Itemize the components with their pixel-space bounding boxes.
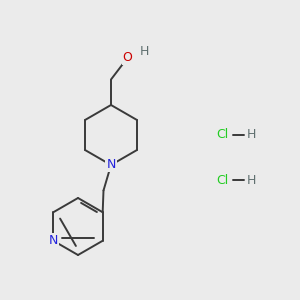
Text: Cl: Cl (216, 128, 228, 142)
Text: N: N (49, 234, 58, 247)
Text: N: N (106, 158, 116, 172)
Text: H: H (247, 128, 256, 142)
Text: O: O (123, 51, 132, 64)
Text: H: H (139, 45, 149, 58)
Text: Cl: Cl (216, 173, 228, 187)
Text: H: H (247, 173, 256, 187)
